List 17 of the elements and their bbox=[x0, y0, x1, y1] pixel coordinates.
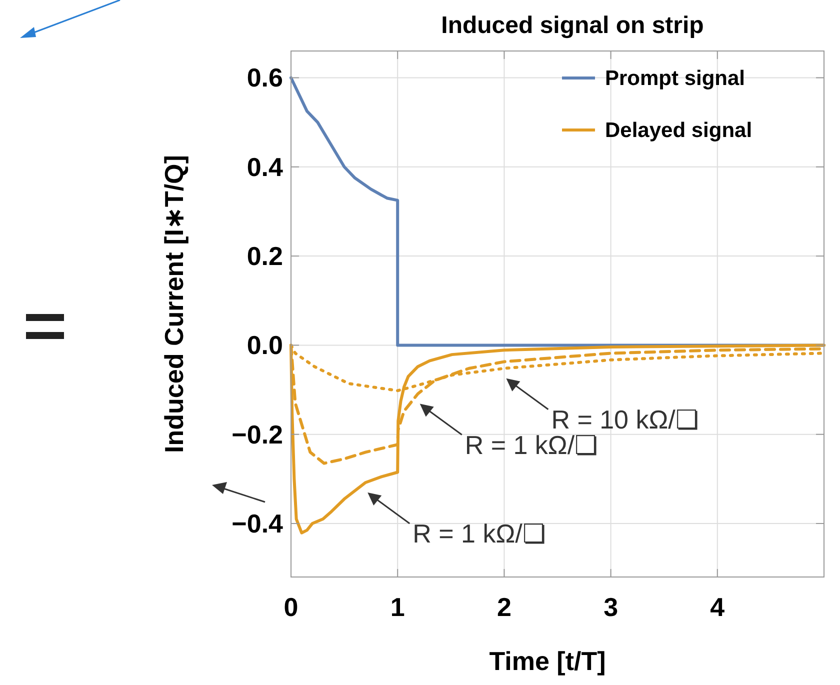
x-tick-label: 0 bbox=[284, 592, 298, 622]
annotation: R = 1 kΩ/❏ bbox=[412, 518, 546, 548]
y-tick-label: 0.4 bbox=[246, 152, 284, 182]
y-tick-label: 0.6 bbox=[246, 62, 283, 93]
y-tick-label: −0.2 bbox=[232, 419, 283, 450]
y-axis-title: Induced Current [I∗T/Q] bbox=[159, 155, 189, 453]
x-tick-label: 3 bbox=[604, 592, 618, 622]
legend-label: Prompt signal bbox=[605, 67, 746, 90]
x-axis-title: Time [t/T] bbox=[489, 646, 606, 676]
x-tick-label: 4 bbox=[710, 592, 726, 622]
y-tick-label: 0.0 bbox=[246, 330, 283, 360]
x-tick-label: 2 bbox=[496, 592, 512, 622]
y-tick-label: 0.2 bbox=[246, 241, 283, 272]
legend-label: Delayed signal bbox=[605, 119, 752, 142]
chart-title: Induced signal on strip bbox=[441, 12, 704, 39]
y-tick-label: −0.4 bbox=[232, 508, 284, 539]
x-tick-label: 1 bbox=[390, 592, 405, 622]
